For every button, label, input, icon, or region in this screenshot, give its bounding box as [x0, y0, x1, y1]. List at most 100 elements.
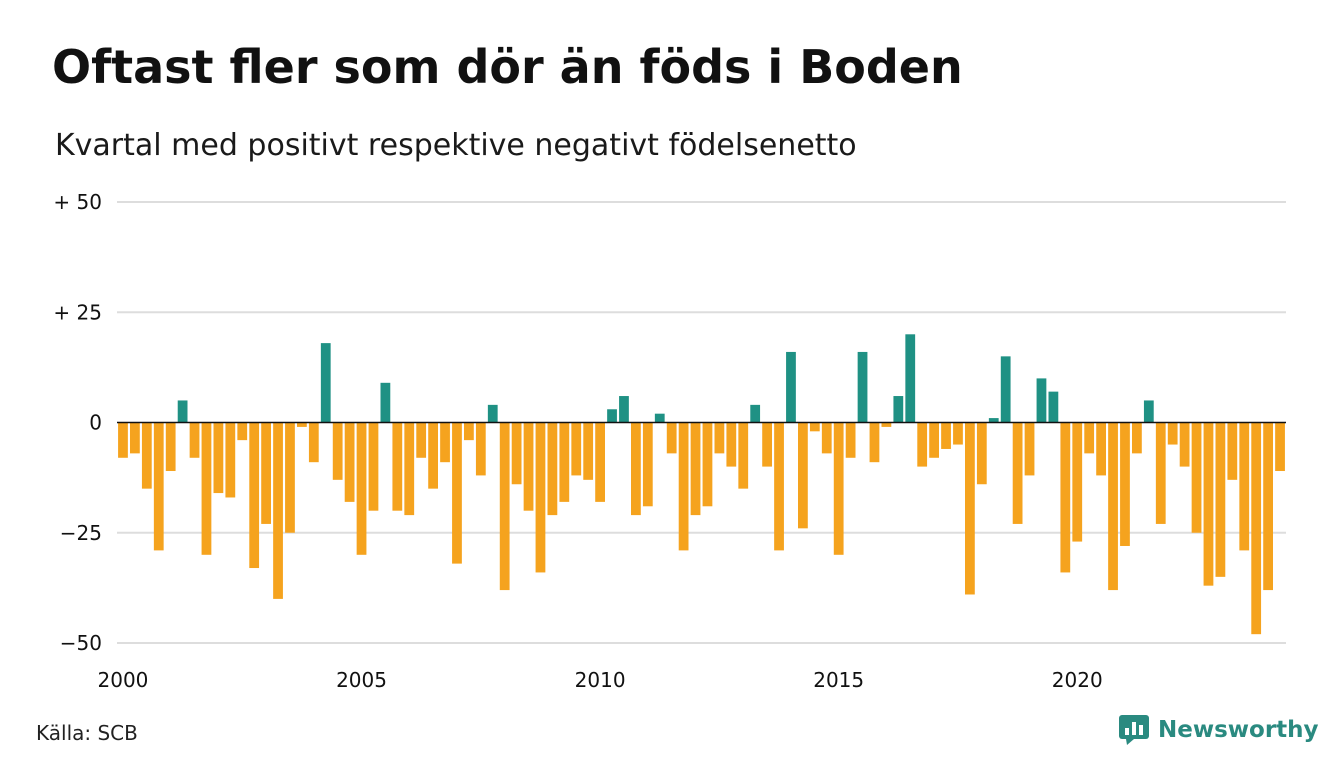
bar [917, 422, 928, 467]
bar [177, 400, 188, 423]
bar [809, 422, 820, 432]
bar [130, 422, 140, 454]
bar [356, 422, 367, 555]
brand[interactable]: Newsworthy [1118, 714, 1319, 746]
bar [1012, 422, 1023, 524]
bar [523, 422, 534, 511]
bar [273, 422, 283, 599]
bar [1036, 378, 1047, 423]
bar [1072, 422, 1083, 542]
bar [499, 422, 510, 591]
bar [297, 422, 307, 427]
bar [702, 422, 713, 507]
bar [1108, 422, 1118, 591]
bar [953, 422, 963, 445]
bar [583, 422, 594, 480]
bar [965, 422, 975, 595]
bar [1263, 422, 1273, 591]
chart-subtitle: Kvartal med positivt respektive negativt… [55, 128, 857, 163]
bar [1179, 422, 1190, 467]
bar [1000, 356, 1011, 423]
bar [1060, 422, 1071, 573]
bar [738, 422, 749, 489]
bar [976, 422, 987, 485]
bar [511, 422, 522, 485]
bar [654, 413, 665, 423]
bar [631, 422, 641, 516]
bar [1120, 422, 1130, 546]
bar [1143, 400, 1154, 423]
bar [833, 422, 844, 555]
bar [869, 422, 880, 463]
x-axis-ticks: 2000 2005 2010 2015 2020 [98, 668, 1103, 692]
bar [118, 422, 128, 458]
bar [285, 422, 295, 533]
bar [535, 422, 546, 573]
bar [261, 422, 271, 524]
y-tick-label: + 50 [53, 190, 102, 214]
source-note: Källa: SCB [36, 721, 138, 745]
bar [786, 351, 796, 423]
chart-title: Oftast fler som dör än föds i Boden [52, 40, 963, 94]
bar [929, 422, 939, 458]
bar [690, 422, 701, 516]
bar [988, 418, 999, 423]
bar [750, 404, 761, 423]
bar [607, 409, 617, 423]
y-axis-ticks: + 50 + 25 0 −25 −50 [53, 190, 102, 655]
bar [941, 422, 951, 449]
bar [1239, 422, 1250, 551]
x-tick-label: 2015 [813, 668, 864, 692]
bar [141, 422, 152, 489]
bar [368, 422, 379, 511]
bar [893, 396, 904, 423]
bar [1191, 422, 1202, 533]
bar [762, 422, 772, 467]
bar [821, 422, 832, 454]
bar [487, 404, 498, 423]
bar [1251, 422, 1262, 635]
bar [1155, 422, 1166, 524]
bars [118, 334, 1285, 635]
bar [1203, 422, 1214, 586]
y-tick-label: + 25 [53, 300, 102, 324]
bar [774, 422, 784, 551]
bar [666, 422, 677, 454]
bar [559, 422, 570, 502]
bar [1132, 422, 1142, 454]
bar [1096, 422, 1106, 476]
bar [213, 422, 224, 494]
bar [714, 422, 725, 454]
bar [881, 422, 892, 427]
bar [1084, 422, 1095, 454]
bar [332, 422, 343, 480]
bar [595, 422, 605, 502]
bar [619, 396, 629, 423]
bar [452, 422, 462, 564]
bar [237, 422, 248, 441]
bar [344, 422, 355, 502]
bar [798, 422, 808, 529]
x-tick-label: 2005 [336, 668, 387, 692]
x-tick-label: 2000 [98, 668, 149, 692]
bar [416, 422, 427, 458]
bar [404, 422, 415, 516]
bar [1048, 391, 1059, 423]
bar [1227, 422, 1238, 480]
bar [475, 422, 486, 476]
bar [905, 334, 916, 423]
brand-name: Newsworthy [1158, 717, 1319, 743]
bar [726, 422, 737, 467]
x-tick-label: 2020 [1052, 668, 1103, 692]
bar [308, 422, 319, 463]
bar [1167, 422, 1178, 445]
bar [428, 422, 438, 489]
bar [464, 422, 474, 441]
bar [320, 343, 331, 423]
y-tick-label: −25 [60, 521, 102, 545]
bar [1215, 422, 1226, 577]
gridlines [117, 201, 1286, 644]
newsworthy-logo-icon [1119, 715, 1149, 745]
bar-chart: + 50 + 25 0 −25 −50 2000 2005 2010 2015 2020 [53, 190, 1286, 692]
bar [571, 422, 582, 476]
